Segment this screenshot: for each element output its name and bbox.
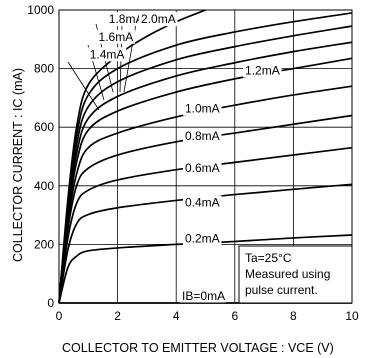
note-line-3: pulse current. bbox=[245, 283, 318, 297]
curve-label-group: 1.6mA bbox=[96, 29, 136, 44]
plot-frame bbox=[58, 9, 353, 304]
y-tick-label: 0 bbox=[47, 296, 54, 310]
curve-label: 0.4mA bbox=[185, 195, 220, 209]
note-line-1: Ta=25°C bbox=[245, 251, 292, 265]
x-tick-label: 4 bbox=[173, 309, 180, 323]
x-tick-label: 2 bbox=[114, 309, 121, 323]
curve-label: 1.4mA bbox=[90, 47, 125, 61]
x-tick-label: 0 bbox=[56, 309, 63, 323]
axis-ticks: 0 2 4 6 8 10 0 200 400 600 800 1000 bbox=[27, 3, 359, 323]
note-line-2: Measured using bbox=[245, 267, 330, 281]
curve-label-group: 0.4mA bbox=[182, 195, 222, 210]
y-tick-label: 400 bbox=[34, 179, 54, 193]
x-tick-label: 8 bbox=[290, 309, 297, 323]
curve-label-group: 1.8mA bbox=[106, 12, 146, 27]
curve-label-bg bbox=[87, 47, 127, 62]
curve-line-1.0ma bbox=[58, 85, 353, 304]
curve-label-group: 2.0mA bbox=[139, 12, 178, 27]
curve-label-bg bbox=[180, 289, 226, 304]
x-axis-label: COLLECTOR TO EMITTER VOLTAGE : VCE (V) bbox=[62, 341, 334, 355]
curve-label-group: 1.4mA bbox=[87, 47, 127, 62]
x-tick-label: 10 bbox=[345, 309, 359, 323]
curve-label-bg bbox=[182, 161, 222, 176]
curve-label-bg bbox=[182, 231, 222, 246]
curve-label-bg bbox=[139, 12, 178, 27]
curve-label-bg bbox=[182, 101, 222, 116]
curve-label-group: IB=0mA bbox=[180, 289, 226, 304]
y-tick-label: 800 bbox=[34, 62, 54, 76]
curve-label-group: 0.2mA bbox=[182, 231, 222, 246]
y-tick-label: 600 bbox=[34, 120, 54, 134]
curve-line-2.0ma bbox=[58, 9, 206, 304]
y-axis-label: COLLECTOR CURRENT : IC (mA) bbox=[11, 68, 25, 262]
label-leader-line bbox=[67, 61, 100, 111]
curve-label: 0.2mA bbox=[185, 231, 220, 245]
curve-label: 1.6mA bbox=[99, 30, 134, 44]
curve-line-0.4ma bbox=[58, 183, 353, 304]
curve-line-0.8ma bbox=[58, 114, 353, 304]
y-tick-label: 1000 bbox=[27, 3, 54, 17]
curve-label-group: 1.0mA bbox=[182, 101, 222, 116]
curve-label-bg bbox=[243, 63, 282, 78]
curve-label-bg bbox=[182, 195, 222, 210]
curve-label: 1.2mA bbox=[245, 63, 280, 77]
curve-line-0.2ma bbox=[58, 234, 353, 304]
curve-label: 2.0mA bbox=[141, 12, 176, 26]
y-tick-label: 200 bbox=[34, 237, 54, 251]
curve-label-bg bbox=[182, 128, 222, 143]
curve-label-group: 0.6mA bbox=[182, 161, 222, 176]
curve-label: 0.6mA bbox=[185, 161, 220, 175]
note-box: Ta=25°C Measured using pulse current. bbox=[238, 245, 353, 304]
curve-label: 0.8mA bbox=[185, 129, 220, 143]
curve-label-bg bbox=[96, 29, 136, 44]
curve-label: 1.8mA bbox=[109, 12, 144, 26]
curve-label-group: 0.8mA bbox=[182, 128, 222, 143]
curve-label: IB=0mA bbox=[182, 289, 225, 303]
x-tick-label: 6 bbox=[231, 309, 238, 323]
curves bbox=[58, 9, 353, 304]
curve-label-bg bbox=[106, 12, 146, 27]
curve-line-0.6ma bbox=[58, 146, 353, 304]
curve-label-group: 1.2mA bbox=[243, 63, 282, 78]
curve-label: 1.0mA bbox=[185, 102, 220, 116]
